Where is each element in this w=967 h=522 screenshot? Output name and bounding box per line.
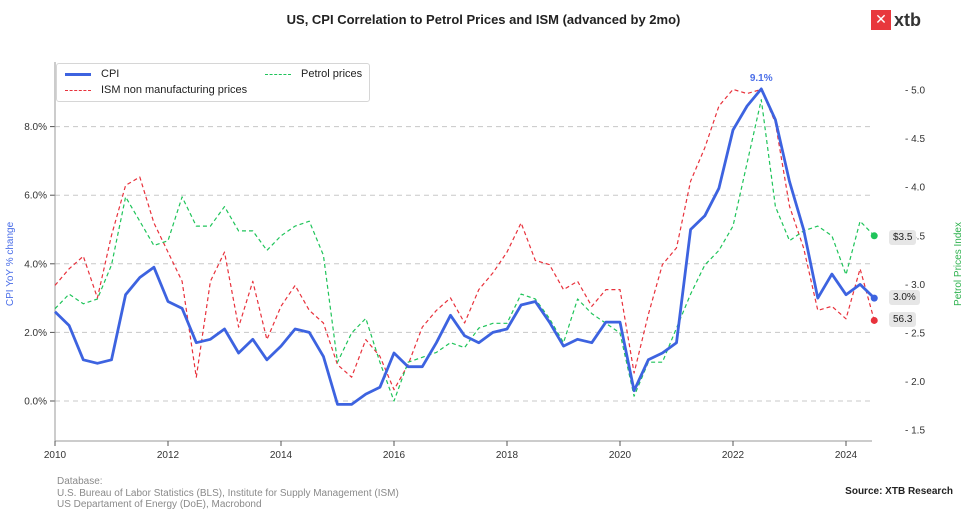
x-tick-label: 2010 (44, 450, 67, 461)
ism-end-marker (870, 316, 878, 324)
legend-swatch-ism (65, 89, 91, 91)
legend-label-ism: ISM non manufacturing prices (101, 84, 248, 96)
y2-tick-label: - 1.5 (905, 426, 925, 437)
axes (50, 62, 872, 446)
x-tick-label: 2024 (835, 450, 858, 461)
footer-sources: Database: U.S. Bureau of Labor Statistic… (57, 476, 399, 511)
y2-tick-label: - 2.0 (905, 377, 925, 388)
legend-label-petrol: Petrol prices (301, 68, 363, 80)
cpi-end-marker (870, 294, 878, 302)
cpi-line (54, 87, 876, 406)
legend-swatch-petrol (265, 73, 291, 75)
chart-title: US, CPI Correlation to Petrol Prices and… (286, 12, 681, 27)
x-tick-label: 2020 (609, 450, 632, 461)
y-tick-label: 8.0% (24, 122, 47, 133)
series-lines (54, 87, 876, 406)
grid-lines (55, 126, 872, 402)
xtb-logo: ✕ xtb (871, 10, 921, 30)
y2-tick-label: - 4.0 (905, 183, 925, 194)
cpi-peak-label: 9.1% (750, 73, 773, 84)
y2-tick-label: - 5.0 (905, 86, 925, 97)
y-tick-label: 4.0% (24, 259, 47, 270)
x-tick-label: 2014 (270, 450, 293, 461)
legend-label-cpi: CPI (101, 68, 120, 80)
xtb-logo-text: xtb (894, 9, 921, 30)
legend-swatch-cpi (65, 72, 91, 76)
y-tick-label: 6.0% (24, 191, 47, 202)
legend-item-petrol: Petrol prices (265, 68, 362, 80)
y-tick-label: 0.0% (24, 397, 47, 408)
source-credit: Source: XTB Research (845, 486, 953, 497)
y2-axis-label: Petrol Prices Index (953, 222, 964, 306)
petrol-last-value-label: $3.5 (889, 230, 917, 245)
x-tick-label: 2022 (722, 450, 745, 461)
legend: CPI ISM non manufacturing prices Petrol … (56, 63, 370, 102)
ism-line (54, 88, 875, 391)
x-tick-label: 2016 (383, 450, 406, 461)
footer-sources-line2: US Departament of Energy (DoE), Macrobon… (57, 499, 262, 510)
y-tick-label: 2.0% (24, 328, 47, 339)
end-markers (870, 232, 878, 324)
petrol-line (54, 99, 875, 402)
footer-database-label: Database: (57, 476, 103, 487)
x-tick-label: 2018 (496, 450, 519, 461)
footer-sources-line1: U.S. Bureau of Labor Statistics (BLS), I… (57, 487, 399, 499)
legend-item-cpi: CPI (65, 68, 119, 80)
cpi-last-value-label: 3.0% (889, 290, 920, 305)
legend-item-ism: ISM non manufacturing prices (65, 84, 247, 96)
y2-tick-label: - 2.5 (905, 329, 925, 340)
y2-tick-label: - 3.0 (905, 280, 925, 291)
petrol-end-marker (870, 232, 878, 240)
ism-last-value-label: 56.3 (889, 312, 917, 327)
y2-tick-label: - 4.5 (905, 134, 925, 145)
xtb-logo-mark-icon: ✕ (871, 10, 891, 30)
y-axis-label: CPI YoY % change (5, 221, 16, 306)
x-tick-label: 2012 (157, 450, 180, 461)
tick-labels: 0.0% 2.0% 4.0% 6.0% 8.0% - 1.5 - 2.0 - 2.5 - 3.0… (24, 86, 925, 462)
